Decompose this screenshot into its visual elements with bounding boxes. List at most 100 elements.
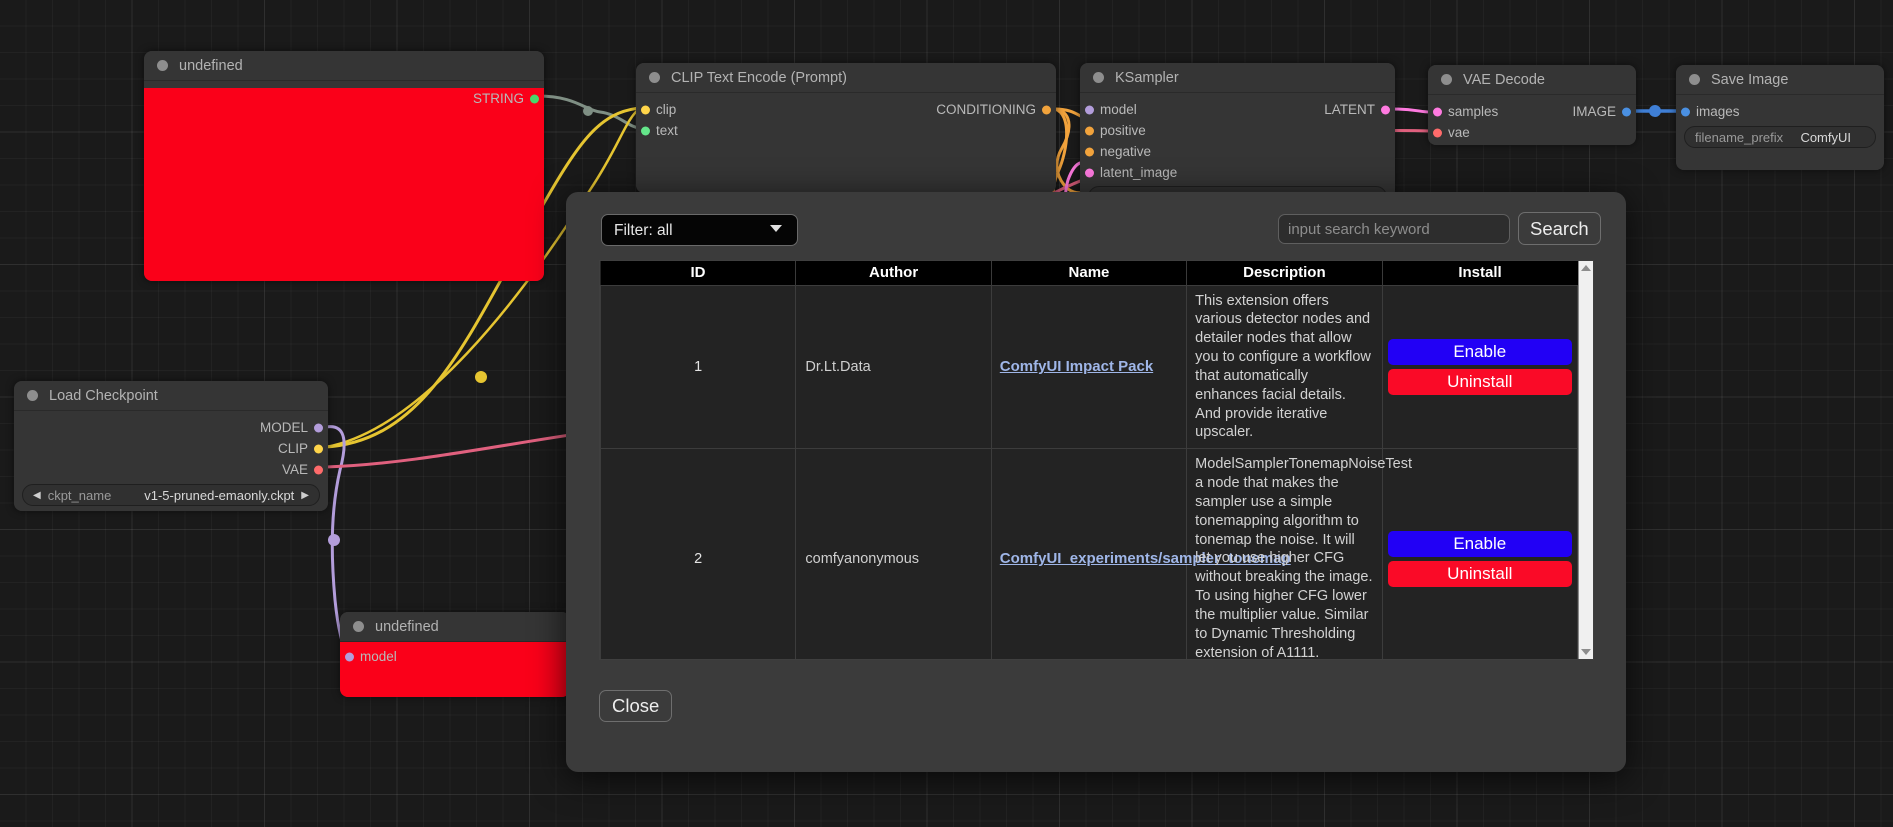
node-output-slot-clip[interactable]: CLIP [14,438,328,459]
input-pip-icon[interactable] [1433,107,1442,116]
collapse-dot-icon[interactable] [1093,72,1104,83]
node-title-text: KSampler [1115,69,1179,86]
enable-button[interactable]: Enable [1387,530,1572,557]
node-save-image[interactable]: Save Image images filename_prefix ComfyU… [1676,65,1884,170]
node-input-slot-positive[interactable]: positive [1080,120,1395,141]
column-header-author[interactable]: Author [795,261,992,285]
node-clip-text-encode[interactable]: CLIP Text Encode (Prompt) clip text COND… [636,63,1056,193]
node-output-slot-conditioning[interactable]: CONDITIONING [636,99,1056,120]
output-label: MODEL [259,420,308,435]
widget-filename-prefix[interactable]: filename_prefix ComfyUI [1684,126,1876,148]
scroll-down-arrow-icon[interactable] [1581,649,1591,655]
node-body: STRING [144,88,544,281]
node-output-slot[interactable]: STRING [144,88,544,109]
scroll-up-arrow-icon[interactable] [1581,265,1591,271]
input-label: latent_image [1100,165,1178,180]
input-label: vae [1448,125,1470,140]
node-input-slot-model[interactable]: model [1080,99,1395,120]
enable-button[interactable]: Enable [1387,338,1572,365]
node-title-bar[interactable]: Save Image [1676,65,1884,95]
node-input-slot-samples[interactable]: samples [1428,101,1636,122]
node-input-slot-images[interactable]: images [1676,101,1884,122]
input-pip-icon[interactable] [641,126,650,135]
output-pip-icon[interactable] [1622,107,1631,116]
node-output-slot-image[interactable]: IMAGE [1428,101,1636,122]
widget-ckpt-name[interactable]: ◀ ckpt_name v1-5-pruned-emaonly.ckpt ▶ [22,484,320,506]
dialog-toolbar: Filter: allFilter: installedFilter: not-… [566,212,1626,250]
collapse-dot-icon[interactable] [649,72,660,83]
collapse-dot-icon[interactable] [1689,74,1700,85]
column-header-install[interactable]: Install [1382,261,1578,285]
node-title-text: undefined [179,57,243,74]
node-title-bar[interactable]: KSampler [1080,63,1395,93]
collapse-dot-icon[interactable] [27,390,38,401]
node-output-slot-vae[interactable]: VAE [14,459,328,480]
node-output-slot-latent[interactable]: LATENT [1080,99,1395,120]
node-input-slot-vae[interactable]: vae [1428,122,1636,143]
table-row[interactable]: 1 Dr.Lt.Data ComfyUI Impact Pack This exten… [600,284,1578,450]
node-input-slot-model[interactable]: model [340,646,570,667]
output-pip-icon[interactable] [1042,105,1051,114]
cell-author: comfyanonymous [795,448,992,659]
cell-id: 2 [600,448,797,659]
input-pip-icon[interactable] [1433,128,1442,137]
input-pip-icon[interactable] [641,105,650,114]
table-head: ID Author Name Description Install [600,261,1578,285]
collapse-dot-icon[interactable] [353,621,364,632]
extension-link[interactable]: ComfyUI Impact Pack [999,358,1154,376]
input-pip-icon[interactable] [1085,105,1094,114]
input-label: model [360,649,397,664]
node-title-bar[interactable]: Load Checkpoint [14,381,328,411]
input-pip-icon[interactable] [1681,107,1690,116]
output-pip-icon[interactable] [314,423,323,432]
cell-id: 1 [600,284,797,450]
custom-nodes-manager-dialog: Filter: allFilter: installedFilter: not-… [566,192,1626,772]
column-header-description[interactable]: Description [1186,261,1383,285]
output-pip-icon[interactable] [314,465,323,474]
collapse-dot-icon[interactable] [1441,74,1452,85]
input-pip-icon[interactable] [1085,168,1094,177]
collapse-dot-icon[interactable] [157,60,168,71]
output-pip-icon[interactable] [1381,105,1390,114]
node-vae-decode[interactable]: VAE Decode samples vae IMAGE [1428,65,1636,145]
node-title-bar[interactable]: CLIP Text Encode (Prompt) [636,63,1056,93]
node-input-slot-text[interactable]: text [636,120,1056,141]
output-pip-icon[interactable] [314,444,323,453]
column-header-id[interactable]: ID [600,261,797,285]
extensions-table-scrollarea[interactable]: ID Author Name Description Install 1 Dr.L… [600,261,1578,659]
node-ksampler[interactable]: KSampler model positive negative lat [1080,63,1395,198]
node-title-bar[interactable]: undefined [144,51,544,81]
input-label: samples [1448,104,1499,119]
table-row[interactable]: 2 comfyanonymous ComfyUI_experiments/sampl… [600,448,1578,659]
node-title-bar[interactable]: VAE Decode [1428,65,1636,95]
node-body: clip text CONDITIONING [636,93,1056,193]
node-input-slot-latent-image[interactable]: latent_image [1080,162,1395,183]
search-input[interactable] [1278,214,1510,244]
input-pip-icon[interactable] [345,652,354,661]
node-output-slot-model[interactable]: MODEL [14,417,328,438]
node-input-slot-clip[interactable]: clip [636,99,1056,120]
uninstall-button[interactable]: Uninstall [1387,560,1572,587]
uninstall-button[interactable]: Uninstall [1387,368,1572,395]
cell-author: Dr.Lt.Data [795,284,992,450]
cell-description: ModelSamplerTonemapNoiseTest a node that… [1186,448,1412,659]
close-button[interactable]: Close [599,690,673,722]
output-pip-icon[interactable] [530,94,539,103]
filter-select[interactable]: Filter: allFilter: installedFilter: not-… [601,214,798,246]
node-body: images filename_prefix ComfyUI [1676,95,1884,170]
column-header-name[interactable]: Name [991,261,1188,285]
node-input-slot-negative[interactable]: negative [1080,141,1395,162]
node-load-checkpoint[interactable]: Load Checkpoint MODEL CLIP VAE ◀ ckpt_na… [14,381,328,511]
input-pip-icon[interactable] [1085,126,1094,135]
node-title-bar[interactable]: undefined [340,612,570,642]
node-undefined-string[interactable]: undefined STRING [144,51,544,281]
node-body: samples vae IMAGE [1428,95,1636,145]
decrement-arrow-icon[interactable]: ◀ [33,489,41,501]
table-body: 1 Dr.Lt.Data ComfyUI Impact Pack This exten… [600,284,1578,659]
table-scrollbar[interactable] [1578,261,1593,659]
increment-arrow-icon[interactable]: ▶ [301,489,309,501]
input-label: model [1100,102,1137,117]
input-pip-icon[interactable] [1085,147,1094,156]
node-undefined-model[interactable]: undefined model [340,612,570,697]
search-button[interactable]: Search [1518,212,1601,245]
